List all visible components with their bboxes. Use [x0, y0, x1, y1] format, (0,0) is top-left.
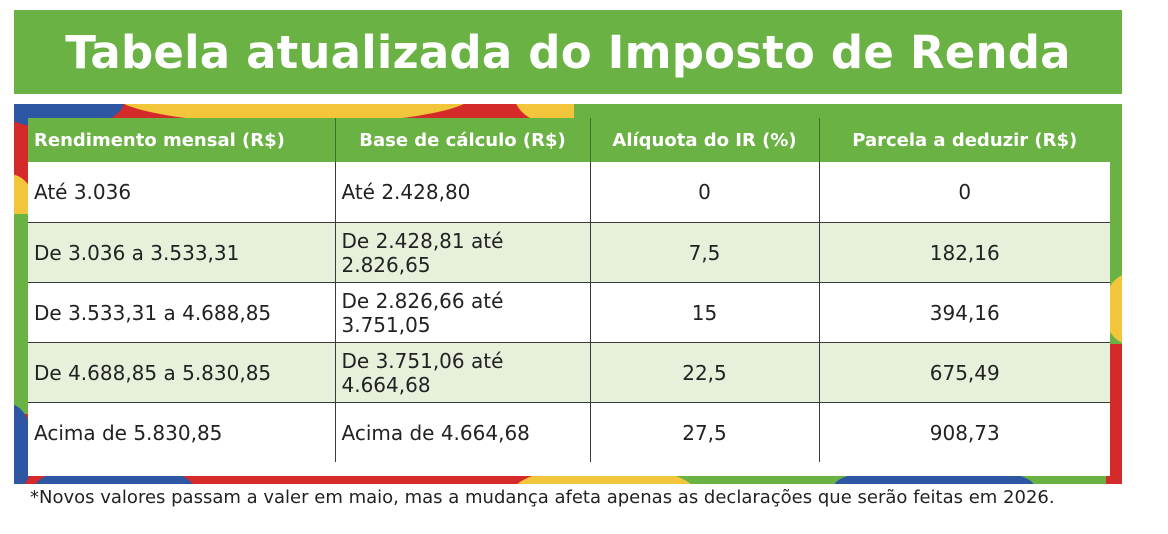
table-row: De 3.533,31 a 4.688,85 De 2.826,66 até 3… [28, 282, 1110, 343]
header-rendimento: Rendimento mensal (R$) [28, 118, 336, 162]
cell-base: Acima de 4.664,68 [335, 402, 591, 462]
tax-table-container: Rendimento mensal (R$) Base de cálculo (… [28, 118, 1110, 476]
header-aliquota: Alíquota do IR (%) [590, 118, 820, 162]
cell-rendimento: Acima de 5.830,85 [28, 402, 336, 462]
cell-base: De 2.826,66 até 3.751,05 [335, 282, 591, 343]
cell-base: De 2.428,81 até 2.826,65 [335, 222, 591, 283]
cell-parcela: 182,16 [819, 222, 1110, 283]
cell-parcela: 675,49 [819, 342, 1110, 403]
page-title: Tabela atualizada do Imposto de Renda [14, 10, 1122, 94]
cell-base: De 3.751,06 até 4.664,68 [335, 342, 591, 403]
table-row: Acima de 5.830,85 Acima de 4.664,68 27,5… [28, 402, 1110, 462]
cell-base: Até 2.428,80 [335, 162, 591, 223]
cell-aliquota: 15 [590, 282, 820, 343]
header-parcela: Parcela a deduzir (R$) [819, 118, 1110, 162]
cell-rendimento: De 3.036 a 3.533,31 [28, 222, 336, 283]
cell-parcela: 394,16 [819, 282, 1110, 343]
cell-parcela: 0 [958, 180, 972, 204]
footnote: *Novos valores passam a valer em maio, m… [30, 487, 1055, 508]
table-row: De 3.036 a 3.533,31 De 2.428,81 até 2.82… [28, 222, 1110, 283]
cell-aliquota: 27,5 [590, 402, 820, 462]
table-row: Até 3.036 Até 2.428,80 0 0 [28, 162, 1110, 223]
header-base: Base de cálculo (R$) [335, 118, 591, 162]
cell-rendimento: De 3.533,31 a 4.688,85 [28, 282, 336, 343]
table-header-row: Rendimento mensal (R$) Base de cálculo (… [28, 118, 1110, 162]
green-shape-left [14, 214, 30, 414]
cell-aliquota: 22,5 [590, 342, 820, 403]
cell-rendimento: Até 3.036 [28, 162, 336, 223]
cell-rendimento: De 4.688,85 a 5.830,85 [28, 342, 336, 403]
cell-aliquota: 7,5 [590, 222, 820, 283]
tax-table: Rendimento mensal (R$) Base de cálculo (… [28, 118, 1110, 462]
cell-aliquota: 0 [590, 162, 820, 223]
red-shape-right [1106, 344, 1122, 484]
table-row: De 4.688,85 a 5.830,85 De 3.751,06 até 4… [28, 342, 1110, 403]
cell-parcela: 908,73 [819, 402, 1110, 462]
